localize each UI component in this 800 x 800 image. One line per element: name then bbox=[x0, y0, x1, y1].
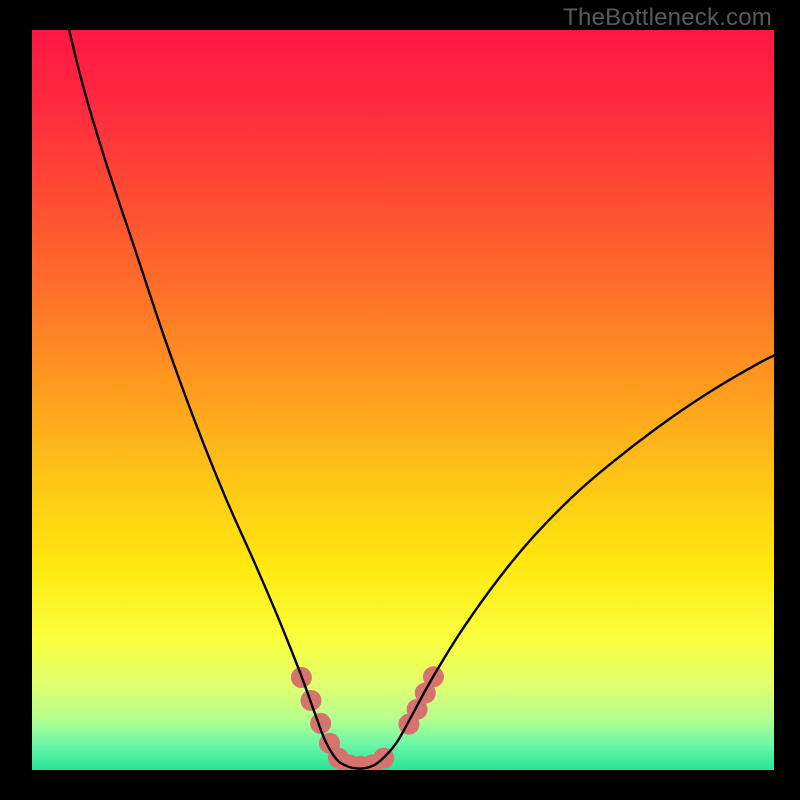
chart-frame: TheBottleneck.com bbox=[0, 0, 800, 800]
watermark-text: TheBottleneck.com bbox=[563, 4, 772, 32]
plot-area bbox=[32, 30, 774, 770]
chart-svg bbox=[32, 30, 774, 770]
bottleneck-curve bbox=[69, 30, 774, 769]
